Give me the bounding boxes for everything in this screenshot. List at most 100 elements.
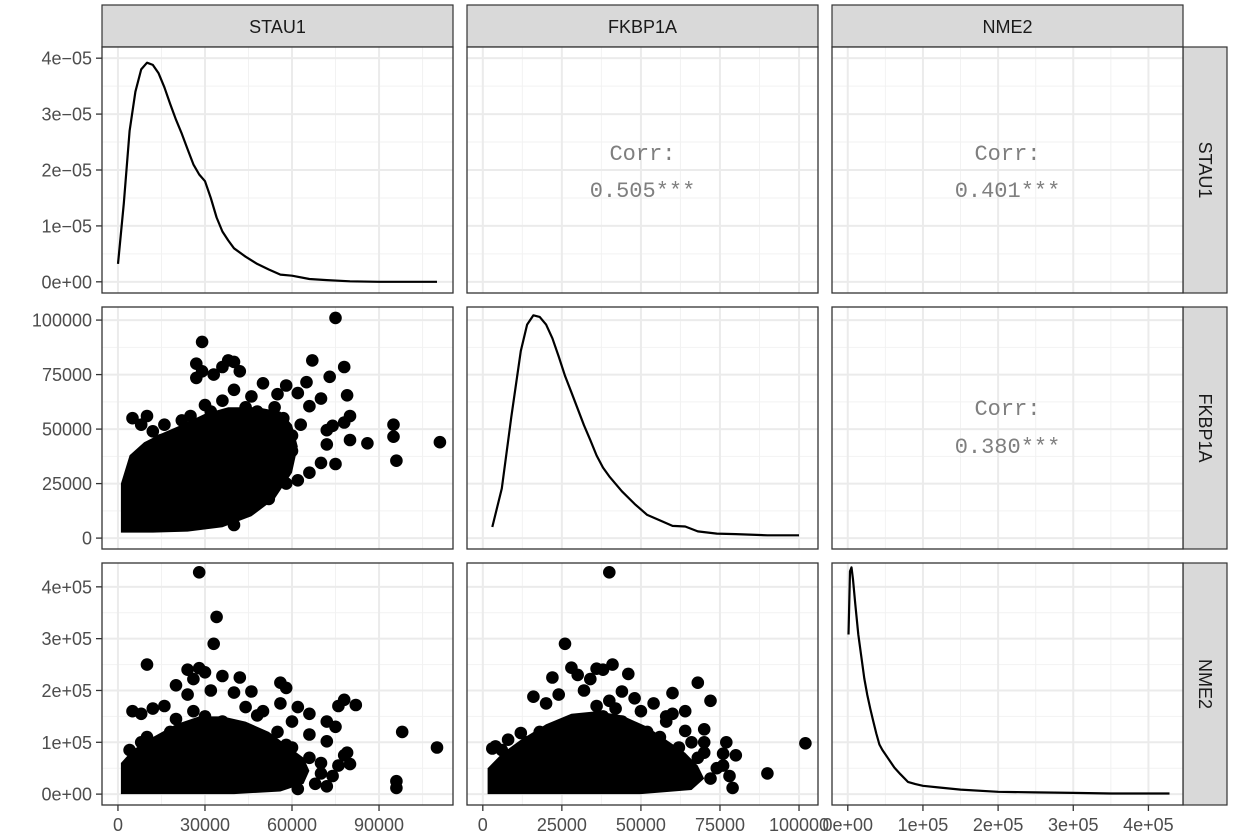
scatter-point (195, 335, 209, 349)
y-tick-label: 1e+05 (41, 733, 92, 753)
scatter-point (349, 698, 363, 712)
scatter-point (146, 425, 160, 438)
column-strip-1: FKBP1A (466, 4, 819, 48)
column-strip-label-fkbp1a: FKBP1A (608, 17, 677, 37)
corr-value: 0.380*** (955, 435, 1061, 460)
scatter-point (704, 694, 717, 708)
scatter-point (140, 512, 154, 525)
panel-borders (101, 46, 1184, 806)
scatter-point (320, 423, 334, 437)
scatter-point (666, 686, 679, 700)
scatter-point (140, 658, 154, 671)
scatter-point (256, 730, 270, 744)
y-tick-label: 0 (82, 529, 92, 549)
y-tick-label: 3e+05 (41, 629, 92, 649)
scatter-point (395, 725, 409, 739)
scatter-point (726, 781, 739, 795)
scatter-point (181, 688, 194, 701)
scatter-point (126, 411, 139, 425)
panel-border (466, 306, 819, 550)
scatter-point (666, 756, 679, 770)
scatter-point (615, 685, 629, 698)
scatter-point (596, 663, 610, 676)
scatter-point (184, 492, 197, 506)
scatter-point (308, 777, 322, 791)
column-strip-0: STAU1 (101, 4, 454, 48)
scatter-point (606, 658, 619, 671)
scatter-point (303, 751, 316, 765)
scatter-point (271, 725, 284, 739)
scatter-point (123, 743, 136, 757)
scatter-point (596, 710, 610, 723)
scatter-point (216, 360, 229, 374)
scatter-point (685, 764, 698, 778)
x-tick-label: 60000 (267, 815, 317, 835)
scatter-point (279, 738, 293, 752)
column-strip-label-nme2: NME2 (982, 17, 1032, 37)
scatter-point (300, 375, 313, 389)
corr-value: 0.505*** (590, 179, 696, 204)
scatter-point (210, 610, 223, 624)
row-strip-label-fkbp1a: FKBP1A (1195, 393, 1215, 462)
scatter-point (190, 371, 203, 385)
scatter-point (207, 637, 220, 651)
x-tick-label: 0e+00 (823, 815, 874, 835)
scatter-point (239, 700, 252, 714)
scatter-point (187, 704, 200, 718)
scatter-point (274, 697, 287, 710)
scatter-point (390, 781, 403, 795)
scatter-point (387, 418, 400, 432)
scatter-point (279, 379, 293, 392)
scatter-point (303, 399, 316, 413)
scatter-point (314, 767, 328, 780)
scatter-point (158, 699, 171, 713)
scatter-point (697, 723, 711, 736)
scatter-point (250, 405, 264, 418)
scatter-point (314, 456, 328, 470)
y-tick-label: 25000 (42, 474, 92, 494)
panel-2-2 (832, 563, 1183, 805)
scatter-point (314, 756, 328, 770)
scatter-point (514, 726, 528, 740)
scatter-point (291, 782, 305, 796)
scatter-point (622, 667, 635, 681)
scatter-point (245, 390, 258, 403)
density-curve-nme2 (847, 566, 1170, 795)
scatter-point (198, 710, 212, 723)
scatter-point (169, 517, 183, 531)
x-tick-label: 3e+05 (1048, 815, 1099, 835)
scatter-point (184, 409, 197, 423)
y-tick-label: 50000 (42, 420, 92, 440)
scatter-point (320, 780, 334, 793)
scatter-point (799, 737, 812, 750)
scatter-point (433, 435, 447, 449)
panel-border (466, 562, 819, 806)
scatter-point (262, 492, 276, 506)
scatter-point (552, 688, 565, 701)
panel-border (101, 562, 454, 806)
scatter-point (571, 715, 584, 728)
scatter-point (704, 772, 717, 785)
scatter-point (163, 499, 177, 512)
y-tick-label: 4e+05 (41, 577, 92, 597)
scatter-point (577, 684, 591, 697)
y-tick-label: 3e−05 (41, 105, 92, 125)
x-tick-label: 0 (478, 815, 488, 835)
scatter-point (227, 686, 241, 699)
scatter-point (242, 466, 255, 480)
scatter-point (486, 742, 499, 755)
scatter-point (227, 383, 241, 397)
x-tick-label: 25000 (537, 815, 587, 835)
scatter-point (723, 769, 736, 783)
scatter-point (326, 769, 339, 783)
corr-text-fkbp1a-nme2: Corr: 0.380*** (955, 397, 1061, 460)
scatter-point (603, 566, 616, 579)
corr-label: Corr: (974, 397, 1040, 422)
scatter-point (558, 637, 572, 651)
scatter-point (279, 477, 293, 490)
corr-value: 0.401*** (955, 179, 1061, 204)
scatter-point (697, 736, 711, 749)
scatter-point (303, 466, 316, 480)
scatter-point (387, 430, 400, 444)
scatter-point (672, 741, 686, 754)
